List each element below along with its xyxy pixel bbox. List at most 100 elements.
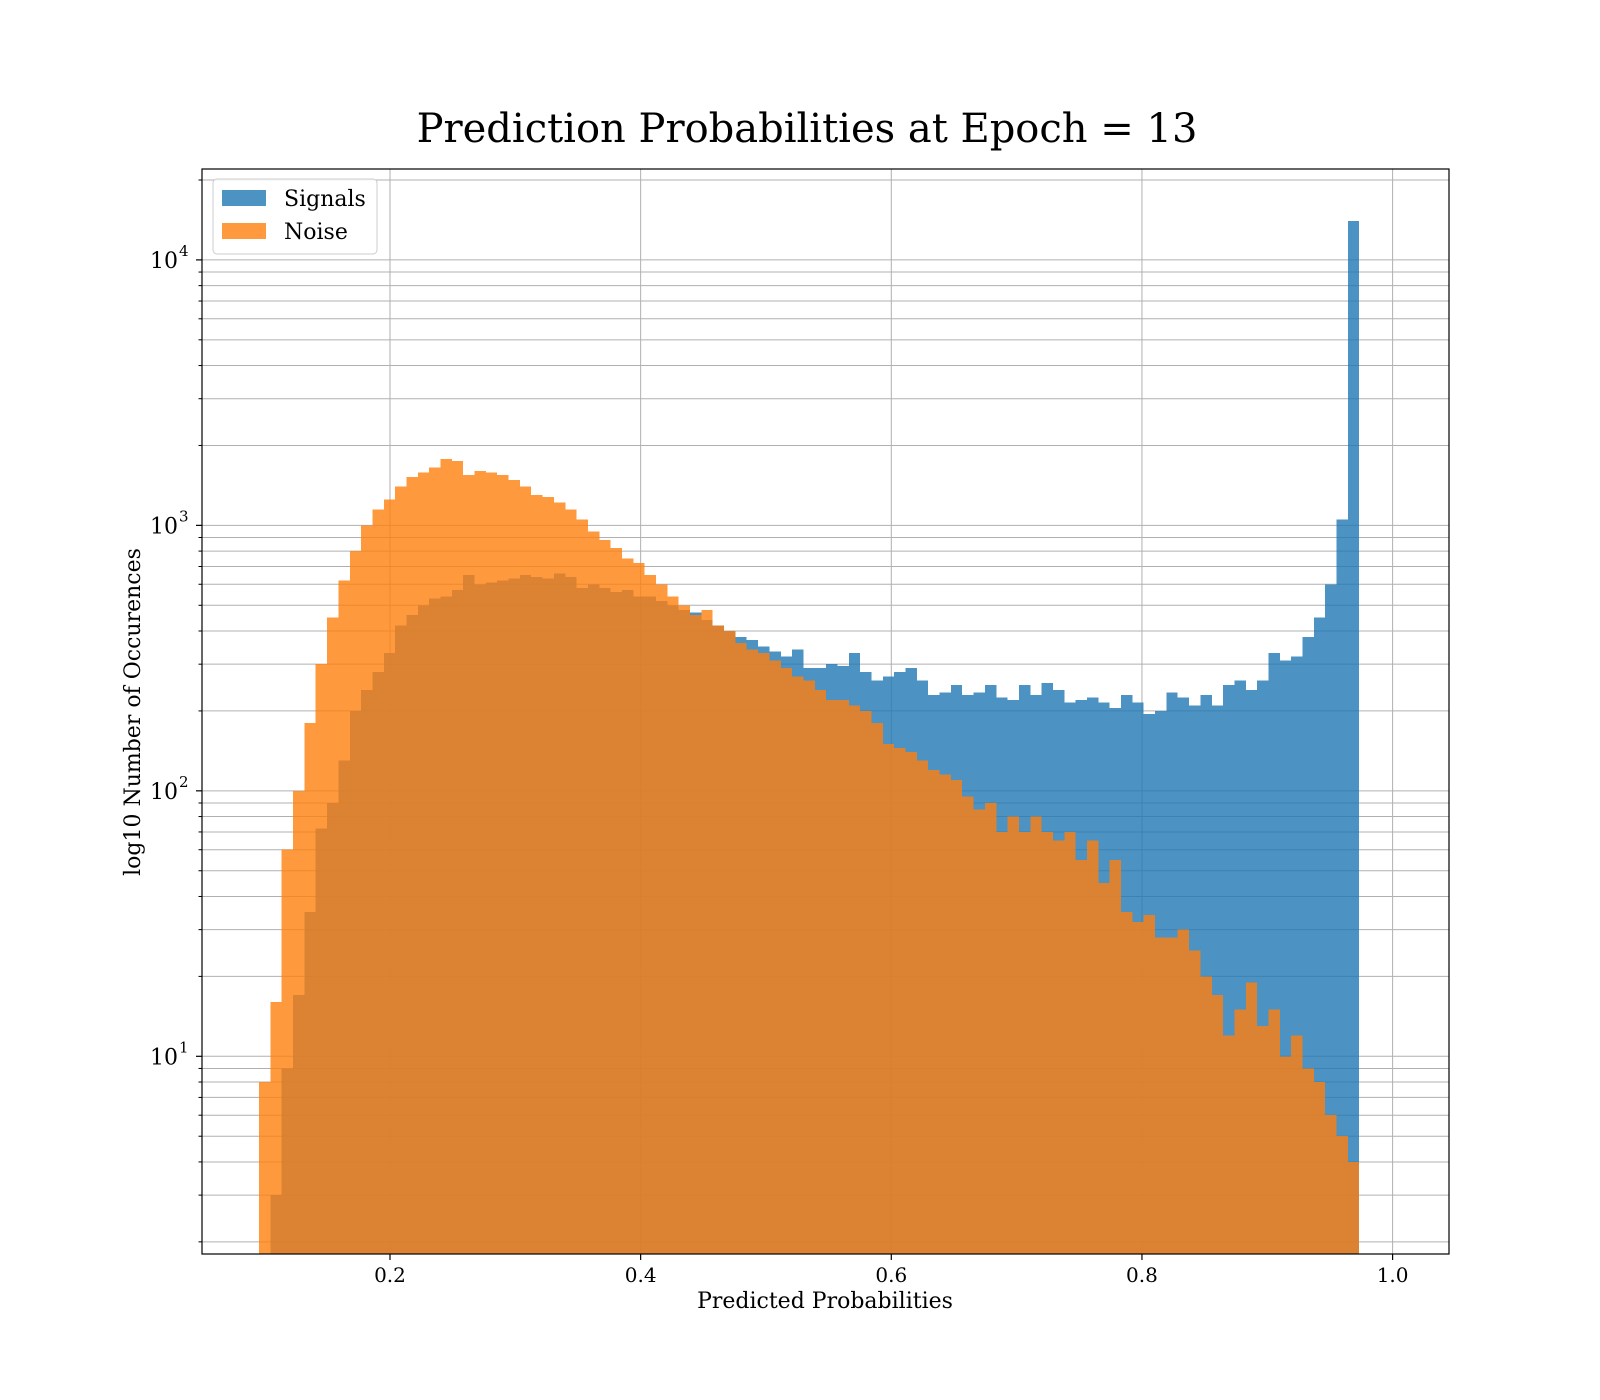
noise-bar (1268, 1009, 1280, 1254)
signals-bar (1279, 660, 1292, 1254)
noise-bar (746, 649, 759, 1254)
noise-bar (1223, 1035, 1235, 1254)
noise-bar (769, 660, 781, 1254)
y-tick-label: 10 (150, 780, 178, 805)
noise-bar (1313, 1082, 1326, 1254)
noise-bar (304, 723, 316, 1254)
noise-bar (1064, 831, 1076, 1254)
noise-bar (497, 474, 509, 1254)
noise-bar (792, 676, 804, 1254)
y-tick-exponent: 4 (179, 242, 189, 260)
noise-bar (508, 480, 520, 1254)
noise-bar (349, 551, 362, 1254)
noise-bar (599, 540, 611, 1254)
noise-bar (1245, 982, 1258, 1254)
noise-bar (1291, 1035, 1303, 1254)
noise-bar (1121, 911, 1133, 1254)
y-tick-label: 10 (150, 249, 178, 274)
noise-bar (916, 760, 929, 1254)
noise-bar (939, 774, 951, 1254)
noise-bar (1234, 1009, 1246, 1254)
x-axis-label: Predicted Probabilities (697, 1289, 953, 1314)
x-tick-label: 0.6 (875, 1263, 907, 1287)
noise-bar (678, 605, 691, 1254)
noise-bar (984, 802, 997, 1254)
noise-bar (372, 509, 384, 1255)
noise-bar (882, 744, 895, 1254)
noise-bar (871, 723, 883, 1254)
noise-bar (905, 752, 917, 1254)
noise-bar (576, 519, 588, 1254)
noise-bar (1030, 816, 1042, 1254)
noise-bar (1075, 859, 1087, 1254)
noise-bar (315, 664, 328, 1254)
y-tick-label: 10 (150, 1045, 178, 1070)
noise-bar (293, 790, 305, 1254)
signals-bar (1245, 689, 1258, 1254)
noise-bar (395, 486, 407, 1255)
noise-bar (803, 680, 815, 1254)
noise-bar (928, 769, 940, 1254)
noise-bar (338, 580, 350, 1254)
noise-bar (440, 458, 452, 1254)
noise-bar (1132, 922, 1144, 1254)
legend-swatch-signals (222, 190, 266, 206)
legend-swatch-noise (222, 223, 266, 239)
noise-bar (962, 796, 974, 1254)
noise-bar (655, 584, 668, 1254)
noise-bar (429, 467, 441, 1254)
noise-bar (1143, 915, 1156, 1254)
noise-bar (724, 631, 736, 1254)
noise-bar (1166, 937, 1178, 1254)
noise-bar (1007, 816, 1019, 1254)
noise-bar (361, 525, 373, 1254)
signals-bar (1347, 221, 1360, 1254)
signals-bar (1325, 584, 1337, 1254)
noise-bar (973, 809, 985, 1254)
noise-bar (1018, 831, 1031, 1254)
noise-bar (644, 575, 656, 1254)
noise-bar (565, 509, 577, 1255)
signals-bar (1302, 636, 1314, 1254)
plot-frame (201, 168, 1450, 1255)
legend-label-noise: Noise (284, 220, 348, 245)
y-tick-label: 10 (150, 514, 178, 539)
noise-bar (542, 496, 554, 1254)
signals-bar (1211, 705, 1224, 1254)
noise-bar (474, 471, 486, 1255)
x-axis-ticks: 0.2 0.4 0.6 0.8 1.0 (374, 1254, 1409, 1287)
signals-bar (1234, 680, 1246, 1254)
x-tick-label: 0.2 (374, 1263, 406, 1287)
noise-bar (1086, 840, 1099, 1254)
noise-bar (1189, 950, 1201, 1254)
noise-bar (848, 705, 861, 1254)
x-tick-label: 1.0 (1377, 1263, 1409, 1287)
noise-bar (281, 849, 294, 1254)
noise-bar (814, 689, 827, 1254)
noise-bar (1211, 995, 1224, 1254)
x-tick-label: 0.8 (1126, 1263, 1158, 1287)
noise-bar (837, 699, 849, 1254)
noise-bar (519, 486, 532, 1255)
noise-bars (259, 458, 1360, 1255)
noise-bar (950, 779, 963, 1254)
signals-bar (1268, 653, 1280, 1254)
signals-bar (1200, 694, 1212, 1254)
noise-bar (826, 699, 838, 1254)
noise-bar (270, 1002, 282, 1254)
noise-bar (451, 460, 464, 1255)
noise-bar (780, 668, 793, 1254)
noise-bar (1177, 929, 1190, 1254)
noise-bar (894, 747, 906, 1254)
noise-bar (1279, 1056, 1292, 1254)
noise-bar (259, 1082, 271, 1254)
y-tick-exponent: 1 (179, 1038, 189, 1056)
x-tick-label: 0.4 (625, 1263, 657, 1287)
noise-bar (327, 617, 339, 1254)
noise-bar (690, 614, 702, 1254)
noise-bar (1041, 831, 1053, 1254)
noise-bar (1098, 882, 1110, 1254)
noise-bar (610, 548, 622, 1254)
noise-bar (667, 596, 679, 1254)
